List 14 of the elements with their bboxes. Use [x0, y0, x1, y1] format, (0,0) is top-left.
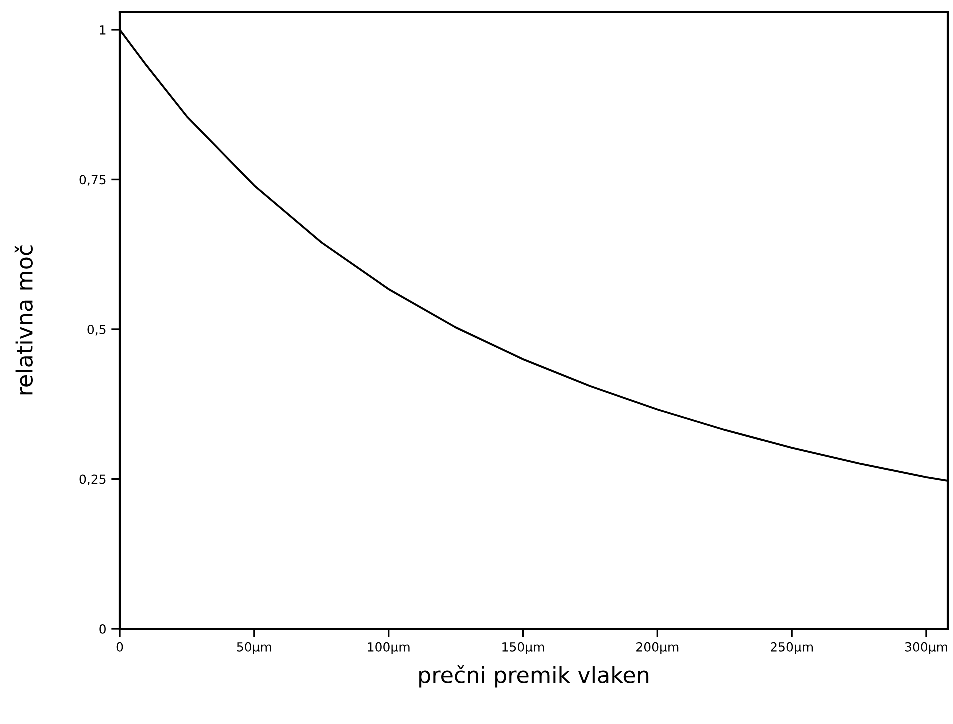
y-tick-label: 0: [100, 624, 106, 634]
x-tick-label: 150µm: [502, 642, 544, 654]
x-tick-label: 100µm: [368, 642, 410, 654]
x-tick-label: 0: [116, 642, 124, 652]
y-tick-label: 1: [100, 26, 106, 35]
x-tick-label: 250µm: [771, 642, 814, 654]
x-axis-title: prečni premik vlaken: [420, 665, 649, 688]
x-tick-label: 200µm: [636, 642, 679, 654]
y-axis-title: relativna moč: [14, 246, 33, 395]
y-tick-label: 0,5: [88, 324, 106, 336]
x-tick-label: 50µm: [237, 642, 272, 654]
y-tick-label: 0,25: [80, 474, 106, 486]
y-tick-label: 0,75: [80, 175, 106, 186]
x-tick-label: 300µm: [905, 642, 948, 654]
